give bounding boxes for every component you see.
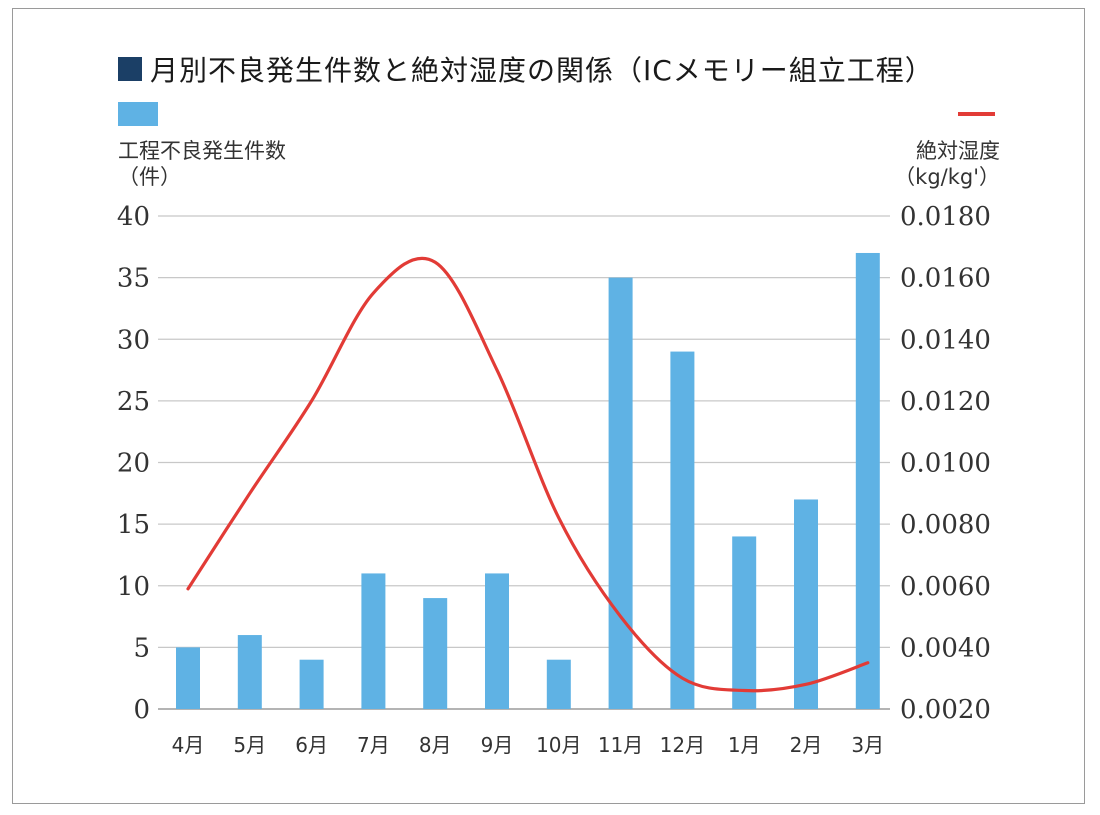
y-right-tick-label: 0.0180: [900, 202, 991, 232]
bar-2月: [794, 499, 818, 709]
humidity-line: [186, 256, 870, 693]
x-tick-label: 8月: [419, 733, 452, 757]
chart-frame: [12, 8, 1085, 804]
legend-line-swatch: [958, 112, 995, 116]
bar-8月: [423, 598, 448, 709]
y-left-tick-label: 20: [117, 449, 150, 479]
x-tick-label: 6月: [295, 733, 328, 757]
x-tick-label: 4月: [172, 733, 205, 757]
bar-10月: [546, 659, 571, 709]
bar-1月: [732, 536, 757, 709]
left-axis-label: 工程不良発生件数 （件）: [118, 138, 286, 190]
y-right-tick-label: 0.0040: [900, 633, 991, 663]
y-left-tick-label: 35: [117, 264, 150, 294]
bar-4月: [176, 647, 200, 709]
y-left-tick-label: 25: [117, 387, 150, 417]
y-right-tick-label: 0.0120: [900, 387, 991, 417]
legend-bar-swatch: [118, 102, 158, 126]
y-left-tick-label: 0: [133, 695, 150, 725]
chart-title-text: 月別不良発生件数と絶対湿度の関係（ICメモリー組立工程）: [150, 54, 934, 87]
x-tick-label: 3月: [851, 733, 884, 757]
x-tick-label: 7月: [357, 733, 390, 757]
bar-6月: [299, 659, 324, 709]
x-tick-label: 10月: [536, 733, 581, 757]
bar-12月: [670, 351, 695, 709]
y-right-tick-label: 0.0160: [900, 264, 991, 294]
y-right-tick-label: 0.0080: [900, 510, 991, 540]
y-right-tick-label: 0.0100: [900, 449, 991, 479]
bar-9月: [485, 573, 509, 709]
left-axis-title: 工程不良発生件数: [118, 139, 286, 163]
y-right-tick-label: 0.0020: [900, 695, 991, 725]
y-left-tick-label: 10: [117, 572, 150, 602]
bar-7月: [361, 573, 386, 709]
right-axis-unit: （kg/kg'）: [894, 165, 1000, 189]
x-tick-label: 11月: [598, 733, 643, 757]
x-tick-label: 1月: [728, 733, 761, 757]
bar-3月: [855, 252, 880, 709]
title-square-icon: [118, 57, 142, 81]
right-axis-label: 絶対湿度 （kg/kg'）: [894, 138, 1000, 190]
chart-title: 月別不良発生件数と絶対湿度の関係（ICメモリー組立工程）: [118, 52, 934, 87]
y-left-tick-label: 40: [117, 202, 150, 232]
y-right-tick-label: 0.0060: [900, 572, 991, 602]
y-left-tick-label: 30: [117, 325, 150, 355]
bar-11月: [608, 277, 633, 709]
y-left-tick-label: 15: [117, 510, 150, 540]
y-right-tick-label: 0.0140: [900, 325, 991, 355]
left-axis-unit: （件）: [118, 165, 181, 189]
x-tick-label: 12月: [660, 733, 705, 757]
x-tick-label: 2月: [790, 733, 823, 757]
x-tick-label: 9月: [481, 733, 514, 757]
right-axis-title: 絶対湿度: [916, 139, 1000, 163]
y-left-tick-label: 5: [133, 633, 150, 663]
x-tick-label: 5月: [233, 733, 266, 757]
bar-5月: [237, 635, 262, 709]
